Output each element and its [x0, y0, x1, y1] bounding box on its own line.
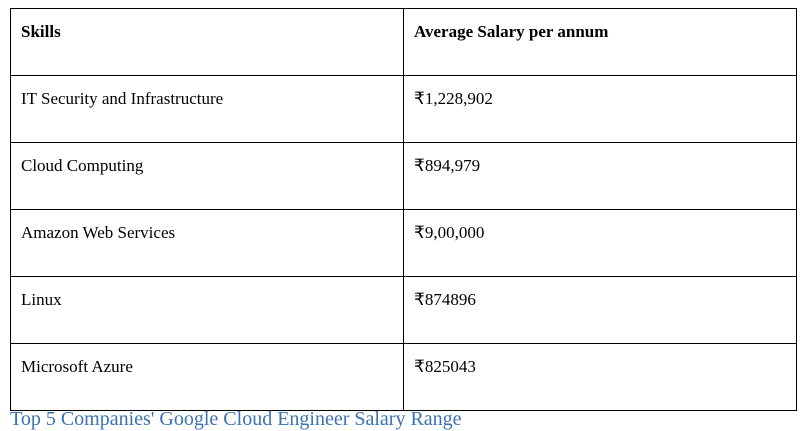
salary-cell: ₹9,00,000: [403, 209, 797, 277]
skill-cell: IT Security and Infrastructure: [10, 75, 404, 143]
header-cell: Skills: [10, 8, 404, 76]
skill-cell: Microsoft Azure: [10, 343, 404, 411]
table-row: IT Security and Infrastructure ₹1,228,902: [10, 75, 797, 143]
salary-cell: ₹874896: [403, 276, 797, 344]
table-row: Amazon Web Services ₹9,00,000: [10, 209, 797, 277]
salary-cell: ₹1,228,902: [403, 75, 797, 143]
skill-cell: Linux: [10, 276, 404, 344]
salary-cell: ₹825043: [403, 343, 797, 411]
skill-cell: Cloud Computing: [10, 142, 404, 210]
header-row: Skills Average Salary per annum: [10, 8, 797, 76]
table-row: Linux ₹874896: [10, 276, 797, 344]
skill-cell: Amazon Web Services: [10, 209, 404, 277]
header-cell: Average Salary per annum: [403, 8, 797, 76]
salary-cell: ₹894,979: [403, 142, 797, 210]
table-body: IT Security and Infrastructure ₹1,228,902…: [10, 75, 797, 411]
table-row: Microsoft Azure ₹825043: [10, 343, 797, 411]
salary-table: Skills Average Salary per annum IT Secur…: [10, 8, 797, 411]
table-row: Cloud Computing ₹894,979: [10, 142, 797, 210]
page: Skills Average Salary per annum IT Secur…: [10, 8, 797, 430]
